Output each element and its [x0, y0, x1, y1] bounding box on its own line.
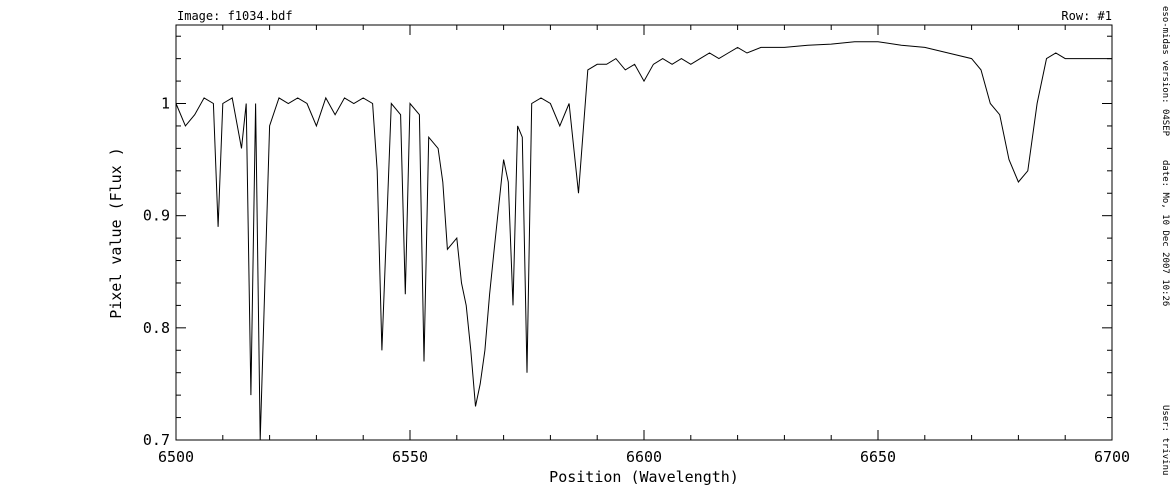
x-tick-label: 6650	[860, 448, 896, 466]
x-tick-label: 6500	[158, 448, 194, 466]
y-tick-label: 1	[161, 95, 170, 113]
plot-user: User: trivinu	[1160, 405, 1170, 476]
spectrum-line	[175, 41, 1112, 441]
y-tick-label: 0.9	[143, 207, 170, 225]
y-tick-label: 0.8	[143, 319, 170, 337]
x-axis-label: Position (Wavelength)	[549, 468, 739, 486]
x-tick-label: 6550	[392, 448, 428, 466]
y-tick-label: 0.7	[143, 431, 170, 449]
header-row-label: Row: #1	[1061, 9, 1112, 23]
header-image-label: Image: f1034.bdf	[177, 9, 293, 23]
y-tick-labels: 0.7 0.8 0.9 1	[143, 95, 170, 449]
x-tick-label: 6600	[626, 448, 662, 466]
y-axis-label: Pixel value (Flux )	[107, 147, 125, 319]
plot-date: date: Mo, 10 Dec 2007 10:26	[1160, 160, 1170, 307]
midas-version: eso-midas version: 04SEP	[1160, 6, 1170, 137]
x-tick-label: 6700	[1094, 448, 1130, 466]
x-tick-labels: 6500 6550 6600 6650 6700	[158, 448, 1130, 466]
plot-frame	[175, 24, 1113, 441]
tick-marks	[175, 25, 1113, 441]
